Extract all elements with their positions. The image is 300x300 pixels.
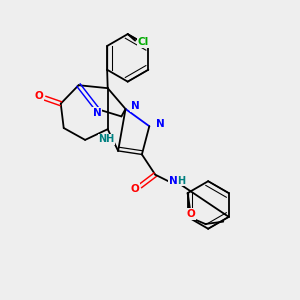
Text: Cl: Cl <box>138 37 149 47</box>
Text: H: H <box>177 176 185 186</box>
Text: O: O <box>186 209 195 219</box>
Text: N: N <box>169 176 178 186</box>
Text: O: O <box>130 184 139 194</box>
Text: N: N <box>93 108 101 118</box>
Text: N: N <box>156 119 165 129</box>
Text: NH: NH <box>98 134 115 144</box>
Text: N: N <box>131 101 140 111</box>
Text: O: O <box>35 91 44 101</box>
